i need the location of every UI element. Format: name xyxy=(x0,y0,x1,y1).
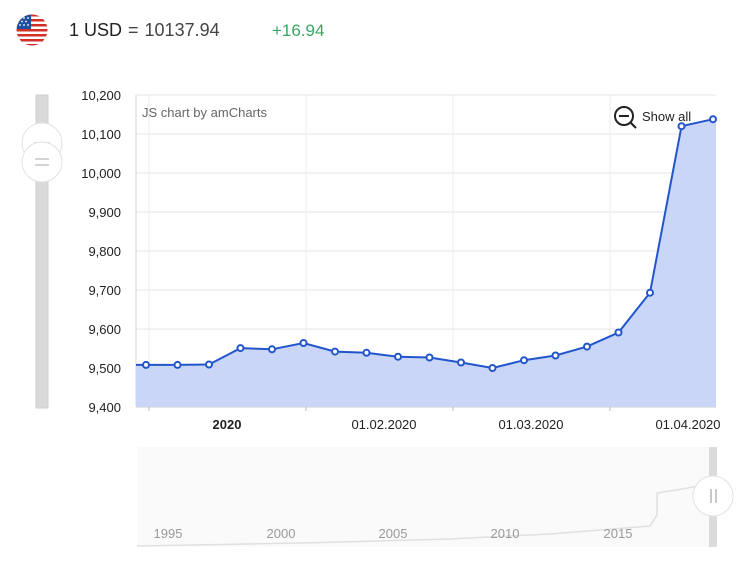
y-tick-label: 9,700 xyxy=(88,283,121,298)
y-tick-label: 9,400 xyxy=(88,400,121,415)
data-point[interactable] xyxy=(457,358,465,367)
x-tick-label: 01.02.2020 xyxy=(351,417,416,432)
vertical-scrollbar[interactable] xyxy=(21,94,63,409)
date-navigator[interactable]: 1995 2000 2005 2010 2015 xyxy=(136,447,734,547)
y-tick-label: 9,800 xyxy=(88,244,121,259)
data-point[interactable] xyxy=(646,288,654,297)
slider-handle-icon xyxy=(710,489,717,503)
data-point[interactable] xyxy=(551,351,560,360)
rate-change: +16.94 xyxy=(272,21,325,40)
currency-pair: 1 USD = 10137.94 xyxy=(69,20,220,41)
data-point[interactable] xyxy=(142,360,150,369)
y-tick-label: 10,000 xyxy=(81,166,121,181)
scrollbar-bottom-grip[interactable] xyxy=(21,141,63,183)
show-all-button[interactable]: Show all xyxy=(614,106,691,129)
y-axis: 9,400 9,500 9,600 9,700 9,800 9,900 10,000 10,1… xyxy=(81,88,121,415)
data-point[interactable] xyxy=(709,115,717,124)
y-tick-label: 9,600 xyxy=(88,322,121,337)
y-tick-label: 10,100 xyxy=(81,127,121,142)
us-flag-icon xyxy=(16,14,48,46)
data-point[interactable] xyxy=(583,342,591,351)
x-tick-label: 2020 xyxy=(213,417,242,432)
data-point[interactable] xyxy=(205,360,213,369)
equals-sign: = xyxy=(128,20,139,40)
data-point[interactable] xyxy=(488,364,497,372)
series-line xyxy=(135,118,714,370)
data-point[interactable] xyxy=(268,345,276,354)
y-tick-label: 10,200 xyxy=(81,88,121,103)
y-tick-label: 9,900 xyxy=(88,205,121,220)
rate-header: 1 USD = 10137.94 +16.94 xyxy=(0,0,747,64)
data-point[interactable] xyxy=(394,352,402,361)
data-point[interactable] xyxy=(614,328,623,337)
data-point[interactable] xyxy=(173,360,182,369)
navigator-label: 2015 xyxy=(604,526,633,541)
data-point[interactable] xyxy=(362,348,371,357)
x-axis: 2020 01.02.2020 01.03.2020 01.04.2020 xyxy=(148,407,721,432)
x-tick-label: 01.04.2020 xyxy=(655,417,720,432)
exchange-rate: 10137.94 xyxy=(144,20,220,40)
data-point[interactable] xyxy=(331,347,339,356)
zoom-out-icon xyxy=(614,106,637,129)
base-currency: 1 USD xyxy=(69,20,123,40)
data-point[interactable] xyxy=(236,344,245,353)
data-point[interactable] xyxy=(520,356,528,365)
navigator-label: 2010 xyxy=(491,526,520,541)
navigator-label: 2000 xyxy=(267,526,296,541)
navigator-labels: 1995 2000 2005 2010 2015 xyxy=(154,526,633,541)
navigator-label: 1995 xyxy=(154,526,183,541)
y-tick-label: 9,500 xyxy=(88,361,121,376)
series-points xyxy=(142,115,717,372)
navigator-handle[interactable] xyxy=(692,475,734,517)
chart-credit[interactable]: JS chart by amCharts xyxy=(142,105,267,120)
series-area xyxy=(136,119,716,407)
show-all-label: Show all xyxy=(642,109,691,124)
data-point[interactable] xyxy=(299,339,308,347)
x-tick-label: 01.03.2020 xyxy=(498,417,563,432)
data-point[interactable] xyxy=(677,122,686,131)
data-point[interactable] xyxy=(425,353,434,362)
navigator-label: 2005 xyxy=(379,526,408,541)
